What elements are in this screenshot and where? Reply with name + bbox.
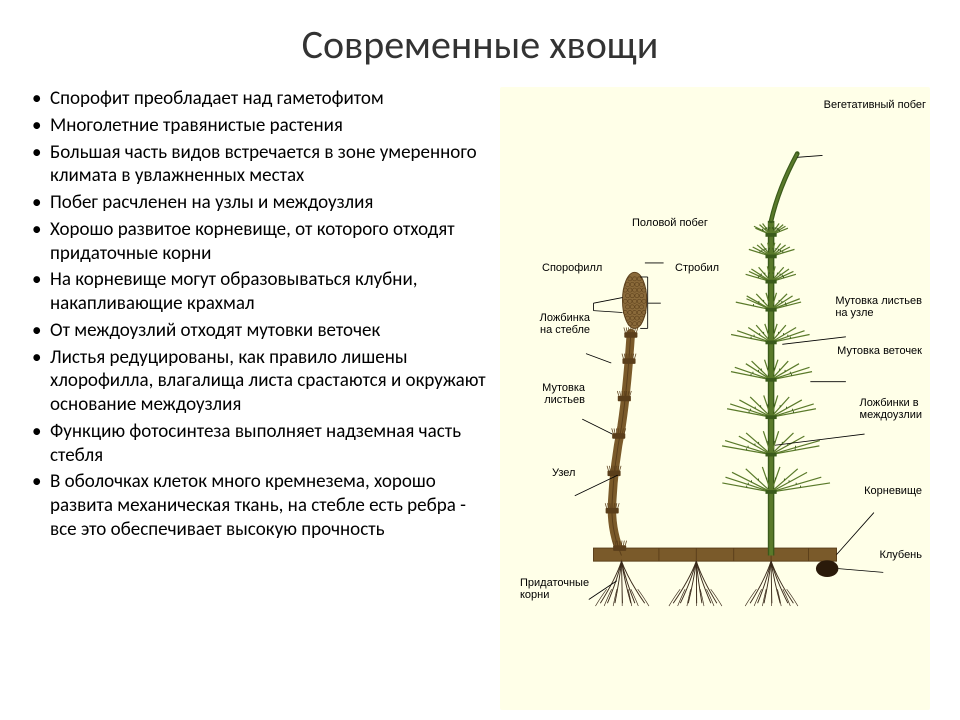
bullet-item: Многолетние травянистые растения bbox=[50, 114, 490, 138]
bullet-item: Хорошо развитое корневище, от которого о… bbox=[50, 218, 490, 266]
label-sporophyll: Спорофилл bbox=[542, 262, 602, 274]
label-tuber: Клубень bbox=[879, 549, 922, 561]
bullet-list: Спорофит преобладает над гаметофитом Мног… bbox=[30, 87, 490, 710]
page-title: Современные хвощи bbox=[30, 20, 930, 69]
bullet-item: Побег расчленен на узлы и междоузлия bbox=[50, 191, 490, 215]
label-strobilus: Стробил bbox=[675, 262, 719, 274]
label-whorl-leaves: Мутовка листьев bbox=[530, 382, 585, 406]
bullet-item: В оболочках клеток много кремнезема, хор… bbox=[50, 470, 490, 541]
bullet-item: Большая часть видов встречается в зоне у… bbox=[50, 141, 490, 189]
bullet-item: Функцию фотосинтеза выполняет надземная … bbox=[50, 420, 490, 468]
label-whorl-branches: Мутовка веточек bbox=[837, 345, 922, 357]
label-vegetative-shoot: Вегетативный побег bbox=[824, 99, 926, 111]
label-node: Узел bbox=[552, 467, 575, 479]
content-row: Спорофит преобладает над гаметофитом Мног… bbox=[30, 87, 930, 710]
label-adventitious-roots: Придаточные корни bbox=[520, 577, 589, 601]
slide: Современные хвощи Спорофит преобладает н… bbox=[0, 0, 960, 720]
horsetail-diagram: Вегетативный побег Половой побег Спорофи… bbox=[500, 87, 930, 710]
bullet-item: На корневище могут образовываться клубни… bbox=[50, 268, 490, 316]
label-whorl-leaves-node: Мутовка листьев на узле bbox=[835, 295, 922, 319]
label-grooves-internode: Ложбинки в междоузлии bbox=[860, 397, 922, 421]
label-rhizome: Корневище bbox=[864, 485, 922, 497]
bullet-item: От междоузлий отходят мутовки веточек bbox=[50, 319, 490, 343]
bullet-item: Спорофит преобладает над гаметофитом bbox=[50, 87, 490, 111]
label-groove-stem: Ложбинка на стебле bbox=[530, 312, 590, 336]
label-sexual-shoot: Половой побег bbox=[632, 217, 708, 229]
bullet-item: Листья редуцированы, как правило лишены … bbox=[50, 346, 490, 417]
